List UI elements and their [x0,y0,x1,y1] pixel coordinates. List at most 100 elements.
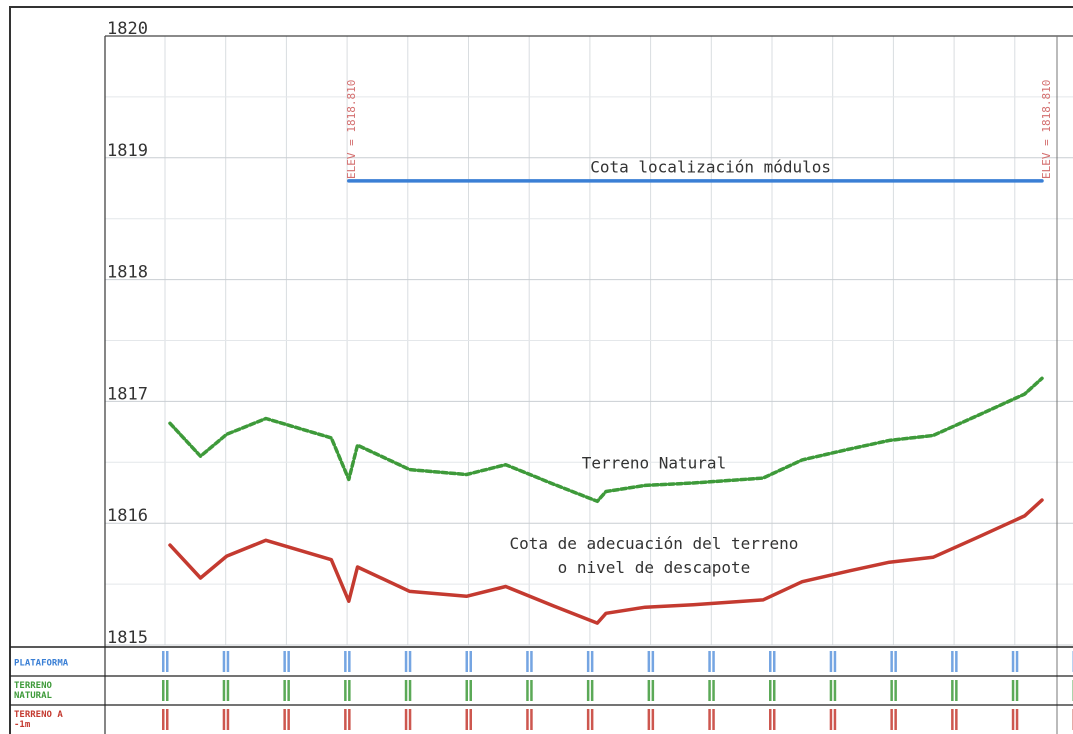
table-cell-mark [1015,651,1019,672]
table-cell-mark [283,680,286,701]
table-cell-mark [283,709,286,730]
table-cell-mark [955,680,958,701]
table-row-label: TERRENO A [14,710,63,720]
table-cell-mark [469,680,472,701]
table-cell-mark [1015,709,1019,730]
table-cell-mark [712,680,715,701]
table-cell-mark [712,651,715,672]
table-cell-mark [344,709,347,730]
table-cell-mark [708,651,711,672]
table-cell-mark [526,709,529,730]
table-cell-mark [469,709,472,730]
table-cell-mark [951,709,954,730]
table-cell-mark [586,651,590,672]
table-cell-mark [408,680,412,701]
table-cell-mark [408,709,412,730]
table-cell-mark [162,709,165,730]
table-cell-mark [955,651,958,672]
table-cell-mark [348,709,351,730]
table-cell-mark [222,651,226,672]
series-line-0 [168,376,1044,504]
table-cell-mark [162,651,165,672]
table-cell-mark [287,709,290,730]
table-cell-mark [894,651,897,672]
table-cell-mark [833,680,837,701]
table-cell-mark [465,680,468,701]
table-cell-mark [166,680,169,701]
table-cell-mark [651,709,655,730]
y-tick-label: 1818 [107,263,148,283]
table-cell-mark [773,680,776,701]
annotation-label: Cota de adecuación del terreno [509,534,798,553]
table-cell-mark [890,651,893,672]
table-cell-mark [647,680,651,701]
table-cell-mark [1011,651,1015,672]
table-cell-mark [283,651,286,672]
table-cell-mark [708,680,711,701]
y-tick-label: 1820 [107,19,148,39]
table-cell-mark [712,709,715,730]
table-cell-mark [287,680,290,701]
table-cell-mark [769,651,772,672]
table-cell-mark [833,651,837,672]
table-cell-mark [166,709,169,730]
table-cell-mark [951,651,954,672]
annotation-label: Cota localización módulos [590,157,831,176]
table-cell-mark [890,709,893,730]
y-tick-label: 1816 [107,506,148,526]
annotation-layer: Cota localización módulos Terreno Natural… [345,80,1053,578]
table-cell-mark [708,709,711,730]
table-cell-mark [226,709,230,730]
table-cell-mark [404,709,408,730]
grid [105,35,1073,646]
table-cell-mark [769,709,772,730]
table-cell-mark [404,680,408,701]
table-cell-mark [226,651,230,672]
table-cell-mark [465,651,468,672]
table-cell-mark [894,709,897,730]
table-cell-mark [647,651,651,672]
table-cell-mark [769,680,772,701]
table-cell-mark [1011,680,1015,701]
table-cell-mark [469,651,472,672]
table-cell-mark [348,651,351,672]
y-tick-label: 1815 [107,628,148,648]
table-cell-mark [222,680,226,701]
annotation-label: o nivel de descapote [558,558,751,577]
table-cell-mark [344,680,347,701]
table-cell-mark [166,651,169,672]
table-cell-mark [651,651,655,672]
table-cell-mark [465,709,468,730]
table-cell-mark [348,680,351,701]
table-cell-mark [829,651,833,672]
table-cell-mark [773,651,776,672]
table-cell-mark [590,709,594,730]
table-cell-mark [586,709,590,730]
table-cell-mark [829,680,833,701]
outer-border [9,6,1073,734]
y-axis: 1815 1816 1817 1818 1819 1820 [104,19,1073,734]
y-tick-label: 1819 [107,141,148,161]
table-row-label: PLATAFORMA [14,659,69,669]
table-cell-mark [651,680,655,701]
table-cell-mark [526,680,529,701]
series-layer [168,179,1044,625]
table-cell-mark [833,709,837,730]
annotation-label: Terreno Natural [582,453,727,472]
table-cell-mark [1015,680,1019,701]
table-cell-mark [344,651,347,672]
table-cell-mark [890,680,893,701]
y-tick-label: 1817 [107,384,148,404]
table-cell-mark [162,680,165,701]
table-cell-mark [226,680,230,701]
elevation-label: ELEV = 1818.810 [1040,80,1053,179]
table-cell-mark [829,709,833,730]
table-cell-mark [530,651,533,672]
table-cell-mark [894,680,897,701]
table-cell-mark [647,709,651,730]
table-cell-mark [287,651,290,672]
table-cell-mark [955,709,958,730]
